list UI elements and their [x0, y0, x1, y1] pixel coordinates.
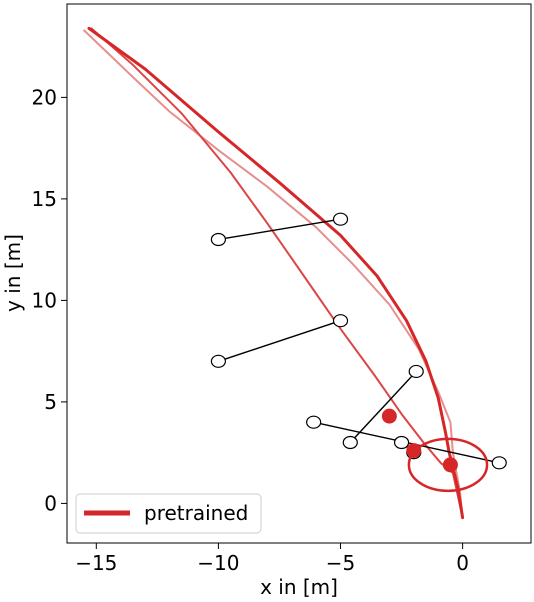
y-tick-label: 20	[32, 85, 57, 109]
obstacle-marker	[332, 314, 349, 328]
robot-circle	[407, 437, 489, 493]
trajectory-line-light	[83, 29, 464, 519]
x-tick-label: −5	[326, 551, 355, 575]
x-tick-label: −10	[197, 551, 239, 575]
obstacle-marker	[210, 232, 227, 247]
x-axis-label: x in [m]	[260, 575, 338, 599]
y-tick-label: 10	[32, 288, 57, 312]
obstacle-path	[349, 370, 417, 443]
obstacle-marker	[491, 456, 507, 470]
obstacle-marker	[393, 435, 410, 450]
obstacle-marker	[210, 354, 227, 368]
robot-position-dot	[406, 443, 422, 459]
obstacle-marker	[332, 212, 349, 226]
y-tick-label: 5	[44, 390, 57, 414]
plot-background	[67, 4, 531, 543]
x-tick-label: −15	[75, 551, 117, 575]
robot-position-dot	[381, 408, 397, 424]
x-tick-label: 0	[456, 551, 469, 575]
robot-position-dot	[442, 457, 458, 473]
legend-label: pretrained	[144, 501, 248, 525]
trajectory-line-mid	[90, 27, 464, 519]
obstacle-marker	[408, 364, 424, 379]
obstacle-marker	[342, 435, 358, 450]
obstacle-path	[218, 320, 341, 362]
legend: pretrained	[75, 493, 262, 534]
trajectory-line-main	[87, 26, 465, 520]
plot-frame	[66, 3, 532, 544]
y-axis-label: y in [m]	[1, 234, 25, 312]
obstacle-marker	[306, 415, 322, 429]
legend-box	[75, 493, 262, 534]
obstacle-path	[218, 218, 341, 241]
y-tick-label: 0	[44, 491, 57, 515]
y-tick-label: 15	[32, 187, 57, 211]
